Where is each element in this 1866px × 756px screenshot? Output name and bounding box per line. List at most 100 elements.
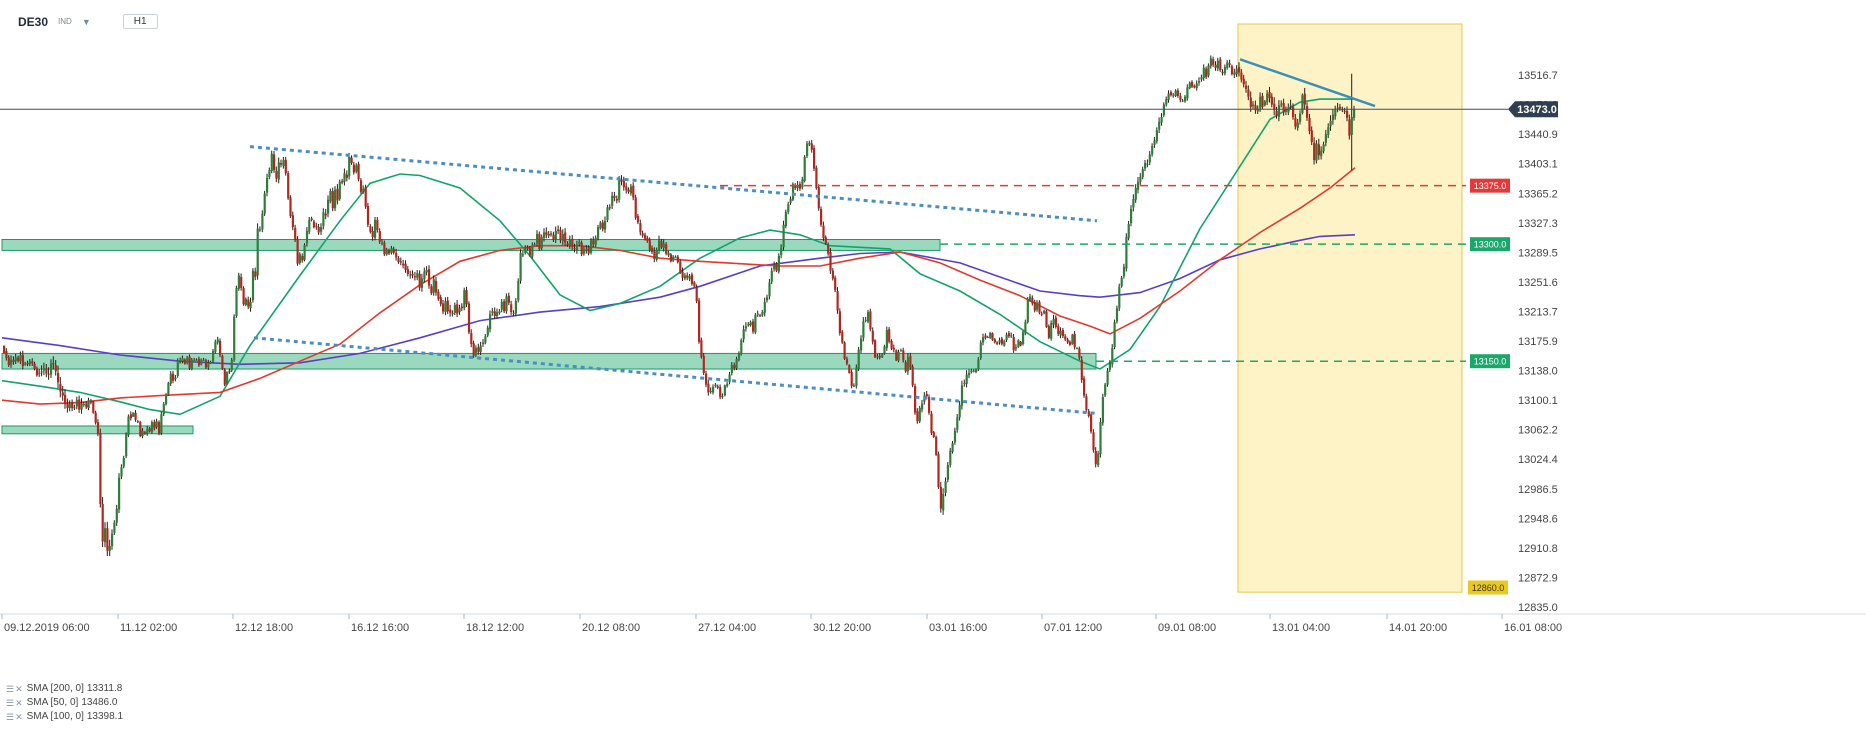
legend-row-sma-50[interactable]: ☰✕ SMA [50, 0] 13486.0: [6, 696, 123, 710]
level-tag: [1470, 178, 1510, 193]
candle-up: [599, 223, 602, 228]
legend-row-sma-100[interactable]: ☰✕ SMA [100, 0] 13398.1: [6, 710, 123, 724]
candle-down: [798, 184, 802, 189]
candle-up: [1263, 101, 1266, 106]
candle-up: [1122, 266, 1126, 277]
candle-down: [545, 231, 548, 235]
candle-up: [216, 339, 219, 343]
candle-up: [444, 301, 447, 312]
candle-up: [268, 170, 271, 178]
candle-up: [857, 349, 860, 369]
candle-up: [226, 372, 229, 384]
candle-up: [897, 351, 900, 361]
candle-up: [761, 312, 764, 316]
candle-up: [146, 429, 149, 433]
candle-down: [5, 351, 8, 359]
candle-up: [782, 224, 785, 248]
candle-down: [94, 412, 97, 423]
candle-down: [1176, 90, 1180, 96]
candle-up: [1155, 130, 1158, 142]
candle-down: [1245, 85, 1248, 89]
chevron-down-icon[interactable]: ▼: [81, 16, 91, 27]
candle-down: [158, 422, 161, 434]
candle-up: [244, 298, 247, 305]
candle-up: [1059, 330, 1062, 336]
candle-down: [280, 163, 283, 165]
candle-up: [1226, 62, 1229, 68]
candle-up: [338, 181, 341, 199]
candle-up: [122, 458, 125, 467]
candle-up: [953, 430, 957, 443]
candle-up: [1259, 96, 1262, 109]
candle-up: [343, 173, 346, 182]
candle-up: [683, 275, 687, 279]
candle-up: [1315, 143, 1318, 161]
legend-row-sma-200[interactable]: ☰✕ SMA [200, 0] 13311.8: [6, 682, 123, 696]
candle-up: [277, 162, 280, 180]
candle-down: [1219, 59, 1222, 71]
candle-up: [1111, 348, 1114, 365]
candle-up: [789, 198, 792, 203]
candle-up: [1266, 93, 1269, 103]
legend-value: 13398.1: [86, 711, 124, 722]
candle-up: [777, 255, 780, 272]
candle-up: [876, 356, 879, 358]
candle-up: [608, 206, 611, 209]
candle-up: [1104, 384, 1107, 396]
x-tick-label: 03.01 16:00: [929, 622, 987, 634]
candle-down: [1033, 301, 1036, 311]
candle-down: [841, 331, 844, 343]
candle-down: [838, 311, 841, 334]
channel-upper-line: [249, 145, 1098, 223]
candle-up: [597, 227, 600, 239]
candle-down: [686, 275, 689, 278]
candle-up: [40, 371, 43, 373]
candle-down: [538, 234, 541, 249]
candle-down: [1308, 117, 1311, 132]
candle-down: [592, 240, 595, 245]
candle-up: [320, 227, 323, 232]
candle-up: [162, 404, 165, 415]
candle-down: [815, 167, 818, 188]
candle-down: [1268, 92, 1271, 99]
candle-up: [420, 278, 424, 288]
candle-up: [1350, 117, 1353, 135]
candle-down: [644, 234, 647, 239]
candle-up: [256, 228, 259, 276]
candle-up: [327, 199, 330, 214]
candle-down: [909, 355, 912, 368]
candle-down: [733, 365, 736, 369]
timeframe-selector[interactable]: H1: [122, 14, 158, 29]
indicator-settings-icon[interactable]: ☰✕: [6, 684, 24, 694]
candle-down: [843, 342, 846, 359]
candle-down: [634, 197, 637, 218]
candle-up: [150, 422, 154, 433]
candle-down: [12, 359, 15, 362]
candle-up: [186, 358, 189, 363]
symbol-label: DE30: [18, 14, 49, 29]
candle-up: [585, 248, 588, 251]
candle-up: [482, 342, 485, 345]
candle-down: [392, 248, 395, 253]
candle-up: [780, 248, 783, 256]
candle-down: [35, 368, 39, 376]
candle-up: [1235, 68, 1238, 75]
candle-up: [132, 412, 135, 417]
indicator-settings-icon[interactable]: ☰✕: [6, 698, 24, 708]
candle-up: [796, 184, 799, 188]
candle-up: [568, 239, 571, 246]
candle-down: [139, 422, 142, 437]
candle-down: [406, 269, 409, 274]
candle-up: [860, 338, 863, 351]
candle-up: [75, 400, 78, 407]
candle-down: [397, 258, 400, 263]
candle-down: [1221, 71, 1224, 74]
candle-up: [10, 359, 13, 365]
candle-down: [64, 394, 67, 405]
candle-down: [1270, 96, 1273, 105]
sma-50-line: [1, 98, 1355, 416]
candle-up: [998, 340, 1001, 343]
indicator-settings-icon[interactable]: ☰✕: [6, 712, 24, 722]
candle-up: [1329, 120, 1332, 127]
